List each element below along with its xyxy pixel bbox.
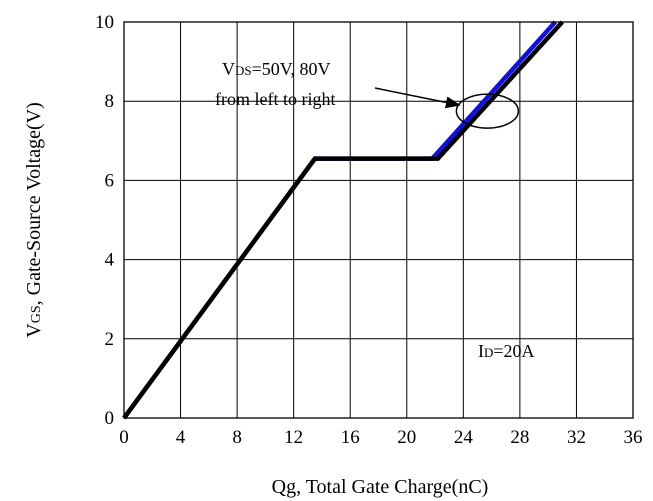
- x-tick-label: 32: [567, 427, 586, 448]
- vds-annotation-line-1: VDS=50V, 80V: [222, 59, 330, 79]
- x-tick-label: 16: [341, 427, 360, 448]
- svg-text:VGS, Gate-Source Voltage(V): VGS, Gate-Source Voltage(V): [23, 102, 45, 337]
- grid-lines: [123, 21, 634, 419]
- plot-frame: [123, 21, 634, 419]
- y-tick-label: 0: [105, 408, 115, 429]
- x-tick-label: 28: [510, 427, 529, 448]
- y-tick-label: 10: [95, 12, 114, 33]
- id-annotation: ID=20A: [478, 341, 535, 361]
- vds-annotation-line-2: from left to right: [215, 89, 335, 109]
- x-tick-label: 20: [397, 427, 416, 448]
- x-tick-label: 12: [284, 427, 303, 448]
- series-line-2: [122, 20, 564, 420]
- y-tick-label: 4: [105, 250, 115, 271]
- x-tick-label: 8: [232, 427, 242, 448]
- y-tick-label: 8: [105, 91, 115, 112]
- x-tick-label: 36: [624, 427, 643, 448]
- data-series: [122, 20, 564, 420]
- vds-subscript: DS: [235, 63, 252, 78]
- x-axis-label: Qg, Total Gate Charge(nC): [272, 476, 489, 498]
- vds-annotation-arrow: [374, 87, 461, 109]
- vds-annotation-ellipse: [455, 93, 520, 129]
- x-tick-label: 0: [119, 427, 129, 448]
- y-axis-label: VGS, Gate-Source Voltage(V): [23, 102, 45, 337]
- y-tick-label: 2: [105, 329, 115, 350]
- x-tick-label: 4: [176, 427, 186, 448]
- x-tick-label: 24: [454, 427, 474, 448]
- id-subscript: D: [484, 345, 493, 360]
- y-tick-label: 6: [105, 170, 115, 191]
- annotations: VDS=50V, 80V from left to right ID=20A: [215, 59, 535, 361]
